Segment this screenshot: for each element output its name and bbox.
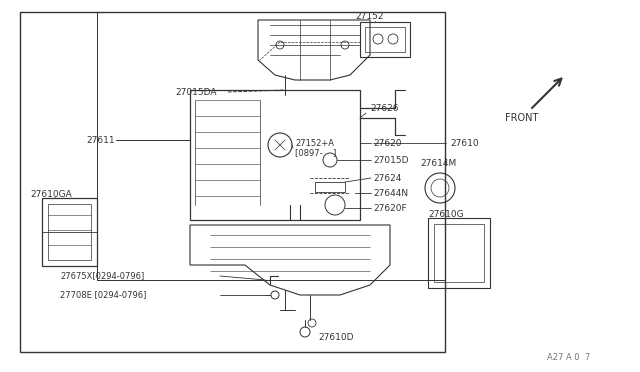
Text: 27620: 27620 (373, 138, 401, 148)
Bar (42, 198, 97, 266)
Bar (97, 12, 445, 280)
Bar (190, 90, 360, 220)
Text: 27610GA: 27610GA (30, 189, 72, 199)
Bar (434, 224, 484, 282)
Text: 27708E [0294-0796]: 27708E [0294-0796] (60, 291, 147, 299)
Text: 27620F: 27620F (373, 203, 406, 212)
Bar (48, 204, 91, 260)
Text: 27610D: 27610D (318, 334, 353, 343)
Text: 27152+A: 27152+A (295, 138, 334, 148)
Bar (360, 22, 410, 57)
Text: 27614M: 27614M (420, 158, 456, 167)
Text: 27626: 27626 (370, 103, 399, 112)
Bar (20, 12, 445, 352)
Text: FRONT: FRONT (505, 113, 538, 123)
Text: 27152: 27152 (355, 12, 383, 20)
Text: 27644N: 27644N (373, 189, 408, 198)
Bar (365, 27, 405, 52)
Text: A27 A 0  7: A27 A 0 7 (547, 353, 590, 362)
Text: 27015D: 27015D (373, 155, 408, 164)
Bar (315, 182, 345, 192)
Text: [0897-    ]: [0897- ] (295, 148, 337, 157)
Text: 27610G: 27610G (428, 209, 463, 218)
Bar (428, 218, 490, 288)
Text: 27611: 27611 (86, 135, 115, 144)
Text: 27610: 27610 (450, 138, 479, 148)
Text: 27015DA: 27015DA (175, 87, 216, 96)
Text: 27675X[0294-0796]: 27675X[0294-0796] (60, 272, 144, 280)
Text: 27624: 27624 (373, 173, 401, 183)
